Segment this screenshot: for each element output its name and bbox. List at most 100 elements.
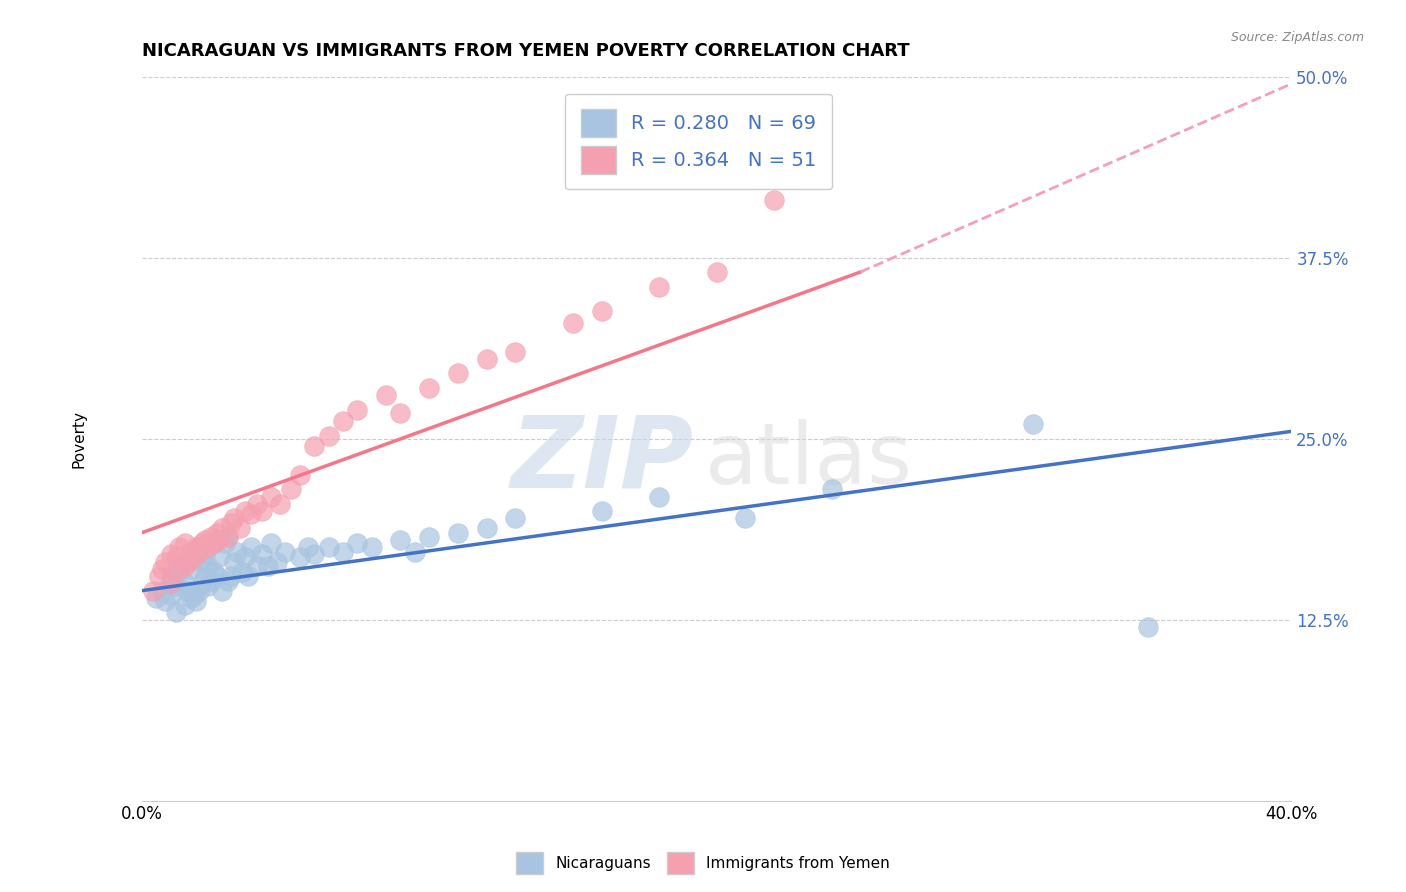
Point [346,536,368,550]
Text: atlas: atlas [704,419,912,502]
Point [302,439,325,453]
Point [447,367,470,381]
Point [246,559,269,574]
Point [191,536,214,550]
Point [200,530,222,544]
Point [252,504,274,518]
Point [202,536,225,550]
Point [240,540,263,554]
Point [188,583,211,598]
Point [194,533,217,547]
Point [211,521,233,535]
Point [219,569,242,583]
Point [183,588,205,602]
Point [561,316,583,330]
Point [177,555,200,569]
Point [177,555,200,569]
Text: ZIP: ZIP [510,412,693,508]
Point [180,562,202,576]
Point [418,530,440,544]
Point [288,467,311,482]
Point [332,414,354,428]
Point [165,565,187,579]
Point [194,569,217,583]
Point [318,540,340,554]
Point [205,525,228,540]
Point [159,576,181,591]
Point [447,525,470,540]
Y-axis label: Poverty: Poverty [72,409,86,467]
Point [202,536,225,550]
Point [159,548,181,562]
Point [217,530,239,544]
Point [332,544,354,558]
Point [246,497,269,511]
Point [165,579,187,593]
Point [167,540,190,554]
Point [145,591,167,605]
Point [269,497,291,511]
Point [183,550,205,565]
Point [183,550,205,565]
Legend: R = 0.280   N = 69, R = 0.364   N = 51: R = 0.280 N = 69, R = 0.364 N = 51 [565,94,832,189]
Point [706,265,728,279]
Point [318,428,340,442]
Point [648,490,671,504]
Point [217,574,239,588]
Point [214,536,236,550]
Point [475,351,498,366]
Point [233,504,256,518]
Point [197,540,219,554]
Point [208,533,231,547]
Point [188,540,211,554]
Point [297,540,319,554]
Point [404,544,426,558]
Point [257,559,280,574]
Point [734,511,756,525]
Point [167,559,190,574]
Point [165,550,187,565]
Point [360,540,382,554]
Point [142,583,165,598]
Point [219,516,242,530]
Point [202,565,225,579]
Point [389,405,412,419]
Legend: Nicaraguans, Immigrants from Yemen: Nicaraguans, Immigrants from Yemen [510,846,896,880]
Point [260,536,283,550]
Point [252,548,274,562]
Point [180,591,202,605]
Point [159,588,181,602]
Point [1136,620,1159,634]
Point [186,540,208,554]
Point [475,521,498,535]
Point [174,559,197,574]
Point [148,569,170,583]
Point [180,544,202,558]
Point [302,548,325,562]
Point [231,565,253,579]
Point [153,594,176,608]
Point [260,490,283,504]
Point [274,544,297,558]
Point [266,555,288,569]
Point [186,544,208,558]
Point [200,574,222,588]
Point [375,388,398,402]
Point [191,576,214,591]
Point [177,583,200,598]
Text: Source: ZipAtlas.com: Source: ZipAtlas.com [1230,31,1364,45]
Point [240,507,263,521]
Point [591,304,613,318]
Point [505,344,527,359]
Point [1021,417,1043,431]
Point [208,550,231,565]
Point [150,562,173,576]
Point [191,555,214,569]
Point [167,565,190,579]
Point [159,576,181,591]
Point [389,533,412,547]
Point [280,483,302,497]
Point [236,569,259,583]
Point [217,530,239,544]
Point [174,576,197,591]
